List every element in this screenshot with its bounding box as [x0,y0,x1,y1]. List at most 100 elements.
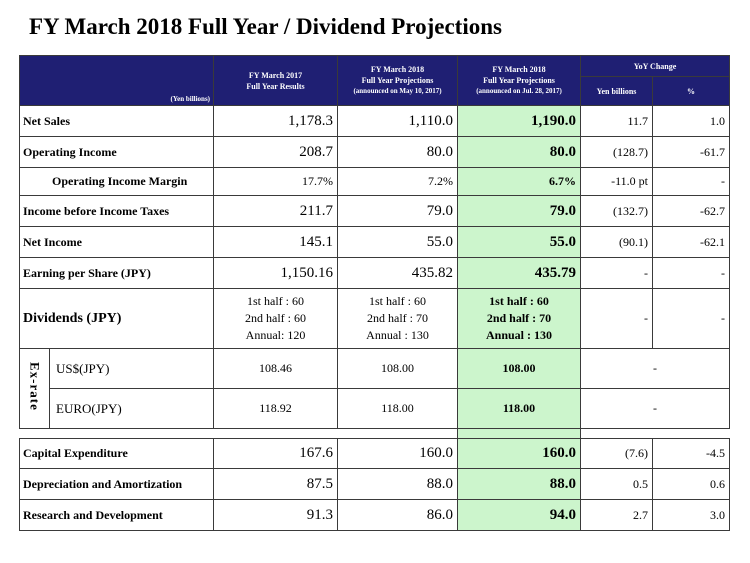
cell-yoy-pct: - [652,167,730,196]
header-col-fy2017-line2: Full Year Results [246,81,305,91]
dividend-line: 2nd half : 70 [486,311,552,325]
row-label: Income before Income Taxes [19,195,214,227]
dividend-line: 2nd half : 70 [367,311,428,325]
cell-yoy-pct: -62.7 [652,195,730,227]
cell-fy2017: 108.46 [213,348,338,389]
row-label: Earning per Share (JPY) [19,257,214,289]
header-col-jul: FY March 2018 Full Year Projections (ann… [457,55,581,106]
cell-may: 1,110.0 [337,105,458,137]
cell-jul: 118.00 [457,388,581,429]
cell-may: 118.00 [337,388,458,429]
header-col-fy2017-line1: FY March 2017 [248,70,303,80]
dividend-line: Annual : 130 [366,328,429,342]
cell-yoy-yen: -11.0 pt [580,167,653,196]
header-yoy-pct: % [652,76,730,106]
cell-yoy-pct: 3.0 [652,499,730,531]
cell-may: 88.0 [337,468,458,500]
table-row: Net Income 145.1 55.0 55.0 (90.1) -62.1 [19,226,730,258]
cell-fy2017: 118.92 [213,388,338,429]
header-yoy: YoY Change [580,55,730,77]
row-label: Capital Expenditure [19,438,214,469]
dividend-line: 1st half : 60 [247,294,304,308]
cell-jul: 6.7% [457,167,581,196]
table-row: Operating Income Margin 17.7% 7.2% 6.7% … [19,167,730,196]
cell-yoy: - [580,388,730,429]
header-col-jul-line3: (announced on Jul. 28, 2017) [476,87,562,95]
cell-yoy-yen: (7.6) [580,438,653,469]
dividend-line: Annual : 130 [485,328,553,342]
header-yoy-yen: Yen billions [580,76,653,106]
projections-table: (Yen billions) FY March 2017 Full Year R… [19,55,730,531]
row-label: Depreciation and Amortization [19,468,214,500]
table-row: Operating Income 208.7 80.0 80.0 (128.7)… [19,136,730,168]
cell-jul: 55.0 [457,226,581,258]
cell-jul: 1,190.0 [457,105,581,137]
row-label: Net Sales [19,105,214,137]
header-col-fy2017: FY March 2017 Full Year Results [213,55,338,106]
cell-jul: 435.79 [457,257,581,289]
cell-fy2017: 91.3 [213,499,338,531]
row-label: Research and Development [19,499,214,531]
exrate-usd-row: Ex-rate US$(JPY) 108.46 108.00 108.00 - [19,348,730,429]
row-label: Net Income [19,226,214,258]
cell-yoy-yen: 11.7 [580,105,653,137]
dividend-line: 1st half : 60 [489,294,549,308]
table-row: Earning per Share (JPY) 1,150.16 435.82 … [19,257,730,289]
cell-may: 435.82 [337,257,458,289]
cell-jul: 160.0 [457,438,581,469]
dividend-line: 1st half : 60 [369,294,426,308]
cell-yoy-yen: 0.5 [580,468,653,500]
cell-yoy-yen: - [580,288,653,349]
cell-yoy-pct: -62.1 [652,226,730,258]
cell-fy2017: 1st half : 60 2nd half : 60 Annual: 120 [213,288,338,349]
cell-yoy-yen: 2.7 [580,499,653,531]
header-col-may: FY March 2018 Full Year Projections (ann… [337,55,458,106]
dividend-line: 2nd half : 60 [245,311,306,325]
table-row: Income before Income Taxes 211.7 79.0 79… [19,195,730,227]
cell-yoy-pct: 0.6 [652,468,730,500]
table-row: Depreciation and Amortization 87.5 88.0 … [19,468,730,500]
separator-row [19,428,730,439]
cell-yoy-yen: (132.7) [580,195,653,227]
dividend-line: Annual: 120 [245,328,306,342]
cell-fy2017: 1,178.3 [213,105,338,137]
cell-may: 55.0 [337,226,458,258]
cell-may: 7.2% [337,167,458,196]
table-row: Research and Development 91.3 86.0 94.0 … [19,499,730,531]
table-row: Capital Expenditure 167.6 160.0 160.0 (7… [19,438,730,469]
cell-jul: 94.0 [457,499,581,531]
cell-may: 79.0 [337,195,458,227]
cell-yoy-yen: - [580,257,653,289]
cell-fy2017: 208.7 [213,136,338,168]
cell-yoy-yen: (128.7) [580,136,653,168]
cell-jul: 1st half : 60 2nd half : 70 Annual : 130 [457,288,581,349]
cell-yoy-pct: - [652,288,730,349]
cell-fy2017: 17.7% [213,167,338,196]
exrate-label: Ex-rate [19,348,50,429]
cell-yoy-pct: - [652,257,730,289]
cell-yoy-pct: 1.0 [652,105,730,137]
cell-may: 1st half : 60 2nd half : 70 Annual : 130 [337,288,458,349]
cell-yoy-yen: (90.1) [580,226,653,258]
cell-fy2017: 211.7 [213,195,338,227]
header-col-jul-line2: Full Year Projections [483,76,555,85]
cell-fy2017: 145.1 [213,226,338,258]
cell-may: 160.0 [337,438,458,469]
cell-jul: 79.0 [457,195,581,227]
row-label: Operating Income Margin [19,167,214,196]
cell-jul: 88.0 [457,468,581,500]
table-row: Net Sales 1,178.3 1,110.0 1,190.0 11.7 1… [19,105,730,137]
cell-fy2017: 167.6 [213,438,338,469]
row-label: Dividends (JPY) [19,288,214,349]
cell-yoy-pct: -4.5 [652,438,730,469]
row-label: US$(JPY) [49,348,214,389]
cell-fy2017: 1,150.16 [213,257,338,289]
cell-yoy: - [580,348,730,389]
cell-jul: 108.00 [457,348,581,389]
cell-may: 108.00 [337,348,458,389]
header-unit-cell: (Yen billions) [19,55,214,106]
cell-may: 80.0 [337,136,458,168]
row-label: Operating Income [19,136,214,168]
row-label: EURO(JPY) [49,388,214,429]
cell-jul: 80.0 [457,136,581,168]
